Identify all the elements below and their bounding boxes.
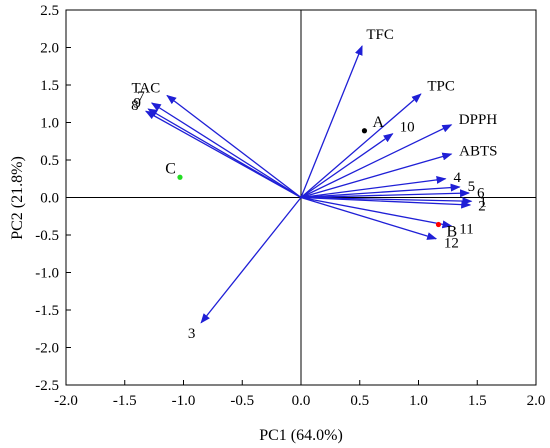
x-tick-label: 0.5 bbox=[350, 393, 369, 409]
y-tick-label: -2.0 bbox=[35, 341, 59, 357]
loading-label: 8 bbox=[131, 98, 139, 114]
loading-label: DPPH bbox=[459, 112, 498, 128]
loading-label: 6 bbox=[477, 186, 485, 202]
x-tick-label: 2.0 bbox=[527, 393, 546, 409]
loading-label: 7 bbox=[137, 89, 145, 105]
y-tick-label: 2.5 bbox=[40, 3, 59, 19]
y-tick-label: -1.0 bbox=[35, 266, 59, 282]
loading-arrow bbox=[145, 110, 302, 199]
loading-arrow bbox=[300, 196, 472, 209]
loading-label: 12 bbox=[444, 236, 459, 252]
loading-label: 2 bbox=[478, 199, 486, 215]
loading-label: ABTS bbox=[459, 143, 497, 159]
loading-arrow bbox=[300, 175, 447, 199]
loading-arrow bbox=[166, 94, 302, 199]
y-tick-label: 1.0 bbox=[40, 116, 59, 132]
loading-label: 1 bbox=[479, 195, 487, 211]
loading-arrow bbox=[300, 152, 453, 199]
sample-point bbox=[361, 128, 368, 134]
sample-point bbox=[435, 221, 442, 228]
y-tick-label: 0.0 bbox=[40, 191, 59, 207]
loading-arrow bbox=[300, 183, 461, 199]
x-axis-title: PC1 (64.0%) bbox=[259, 427, 343, 444]
loading-label: 9 bbox=[134, 95, 142, 111]
x-tick-label: -1.5 bbox=[113, 393, 137, 409]
loading-arrow bbox=[300, 133, 394, 199]
sample-point bbox=[177, 174, 183, 180]
sample-label: A bbox=[372, 114, 384, 131]
y-tick-label: 0.5 bbox=[40, 153, 59, 169]
loading-label: TFC bbox=[366, 27, 394, 43]
y-tick-label: -2.5 bbox=[35, 378, 59, 394]
loading-label: 10 bbox=[400, 119, 415, 135]
y-axis-title: PC2 (21.8%) bbox=[9, 156, 26, 240]
x-tick-label: -1.0 bbox=[172, 393, 196, 409]
loading-label: TAC bbox=[131, 81, 160, 97]
loading-arrow bbox=[200, 197, 302, 324]
x-tick-label: -0.5 bbox=[230, 393, 254, 409]
loading-label: 11 bbox=[459, 221, 473, 237]
x-tick-label: 0.0 bbox=[292, 393, 311, 409]
x-tick-label: -2.0 bbox=[54, 393, 78, 409]
y-tick-label: -0.5 bbox=[35, 228, 59, 244]
y-tick-label: -1.5 bbox=[35, 303, 59, 319]
loading-arrow bbox=[300, 124, 453, 199]
axis-ticks: -2.0 -1.5 -1.0 -0.5 0.0 0.5 1.0 1.5 2.0 2.5 2.0 1.5… bbox=[35, 3, 545, 409]
sample-label: B bbox=[446, 224, 457, 241]
x-tick-label: 1.0 bbox=[409, 393, 428, 409]
loading-arrow bbox=[150, 102, 302, 199]
sample-label: C bbox=[165, 160, 176, 177]
loading-arrow bbox=[300, 93, 422, 198]
loading-label: 3 bbox=[188, 326, 196, 342]
x-tick-label: 1.5 bbox=[468, 393, 487, 409]
loading-label: 5 bbox=[468, 179, 476, 195]
loading-arrow bbox=[300, 196, 438, 240]
loading-arrow bbox=[300, 196, 453, 229]
y-tick-label: 2.0 bbox=[40, 41, 59, 57]
sample-points: A B C bbox=[165, 114, 457, 241]
loading-label: TPC bbox=[427, 79, 455, 95]
loading-arrow bbox=[300, 189, 471, 199]
y-tick-label: 1.5 bbox=[40, 78, 59, 94]
loading-arrow bbox=[300, 45, 363, 198]
loading-label: 4 bbox=[453, 170, 461, 186]
